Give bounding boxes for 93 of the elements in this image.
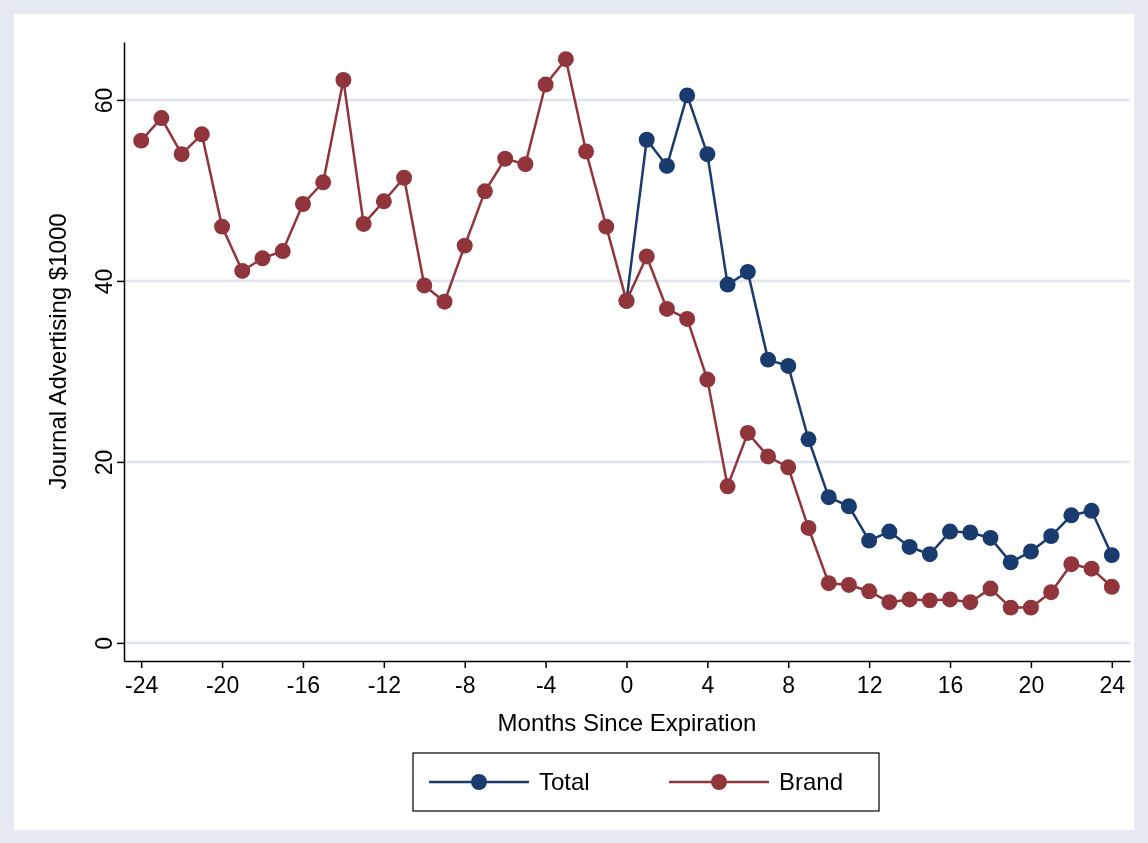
point: [901, 591, 918, 608]
point: [537, 76, 554, 93]
point: [557, 51, 574, 68]
point: [820, 489, 837, 506]
point: [679, 310, 696, 327]
point: [578, 143, 595, 160]
point: [1002, 554, 1019, 571]
y-tick-label: 40: [91, 268, 117, 295]
point: [1083, 502, 1100, 519]
x-tick-label: 20: [1018, 671, 1045, 698]
point: [881, 523, 898, 540]
point: [517, 156, 534, 173]
x-tick-label: -24: [125, 671, 159, 698]
point: [840, 577, 857, 593]
point: [780, 358, 797, 374]
point: [760, 351, 777, 368]
point: [719, 478, 736, 495]
point: [274, 243, 291, 260]
x-tick-label: -16: [286, 671, 321, 698]
point: [396, 169, 413, 186]
point: [658, 158, 675, 174]
point: [1002, 599, 1019, 616]
point: [679, 87, 696, 104]
x-axis-title: Months Since Expiration: [497, 709, 757, 736]
x-tick-label: 4: [701, 671, 715, 698]
point: [456, 237, 473, 254]
point: [133, 132, 150, 149]
x-tick-label: 12: [856, 671, 883, 698]
point: [598, 218, 615, 235]
point: [1103, 547, 1120, 564]
x-tick-label: -4: [535, 671, 557, 698]
point: [861, 583, 878, 600]
legend-label: Brand: [779, 768, 844, 795]
point: [294, 196, 311, 212]
point: [901, 539, 918, 555]
point: [355, 215, 372, 232]
x-tick-label: 24: [1099, 671, 1126, 698]
point: [840, 498, 857, 515]
point: [739, 263, 756, 280]
point: [780, 459, 797, 476]
point: [699, 371, 716, 388]
point: [476, 183, 493, 200]
point: [315, 174, 332, 191]
point: [1022, 599, 1039, 616]
point: [820, 575, 837, 592]
y-tick-label: 0: [91, 637, 117, 650]
point: [335, 72, 352, 88]
point: [193, 126, 210, 143]
point: [234, 262, 251, 279]
point: [881, 594, 898, 611]
y-tick-label: 20: [91, 449, 117, 476]
point: [982, 529, 999, 546]
point: [153, 110, 170, 126]
x-tick-label: -12: [367, 671, 401, 698]
y-axis-title: Journal Advertising $1000: [44, 213, 71, 490]
point: [982, 580, 999, 597]
point: [861, 532, 878, 549]
point: [173, 146, 190, 163]
x-tick-label: 8: [782, 671, 796, 698]
point: [638, 248, 655, 265]
point: [800, 431, 817, 448]
point: [942, 523, 959, 540]
point: [497, 150, 514, 167]
point: [942, 591, 959, 608]
x-tick-label: -8: [455, 671, 476, 698]
point: [699, 146, 716, 163]
point: [375, 193, 392, 210]
point: [962, 524, 979, 541]
point: [1043, 584, 1060, 601]
point: [921, 592, 938, 609]
point: [638, 131, 655, 148]
point: [719, 276, 736, 293]
point: [760, 448, 777, 465]
point: [658, 301, 675, 317]
point: [214, 218, 231, 235]
point: [921, 546, 938, 563]
point: [800, 520, 817, 536]
x-tick-label: -20: [205, 671, 240, 698]
point: [1103, 578, 1120, 595]
point: [739, 424, 756, 441]
point: [254, 250, 271, 267]
x-tick-label: 0: [620, 671, 634, 698]
point: [1083, 560, 1100, 577]
point: [1022, 543, 1039, 560]
point: [962, 594, 979, 611]
point: [436, 293, 453, 310]
point: [416, 277, 433, 294]
point: [1043, 528, 1060, 545]
legend-label: Total: [539, 768, 590, 795]
point: [1063, 556, 1080, 573]
x-tick-label: 16: [937, 671, 964, 698]
point: [1063, 507, 1080, 524]
y-tick-label: 60: [91, 87, 117, 114]
